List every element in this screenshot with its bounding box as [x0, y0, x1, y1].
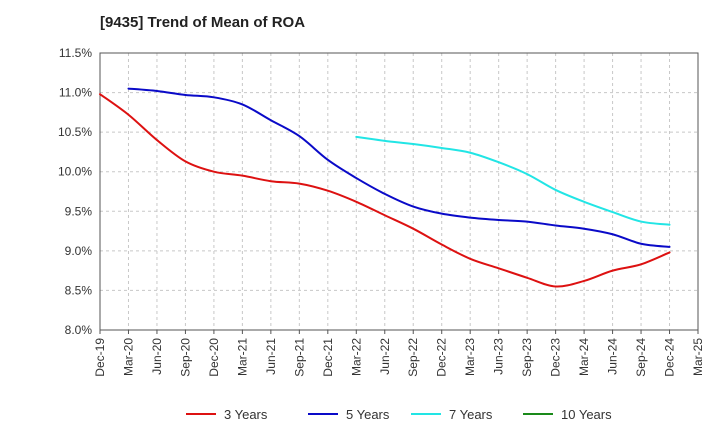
- series-line-3-years: [99, 93, 671, 288]
- legend-label-3-years: 3 Years: [224, 407, 268, 422]
- y-tick-label: 8.0%: [65, 323, 93, 337]
- y-tick-label: 11.0%: [59, 86, 92, 100]
- y-tick-label: 10.5%: [58, 125, 92, 139]
- x-tick-label: Mar-24: [577, 338, 591, 376]
- y-tick-label: 9.0%: [65, 244, 93, 258]
- x-tick-label: Sep-22: [406, 338, 420, 377]
- x-tick-label: Dec-22: [435, 338, 449, 377]
- x-tick-label: Sep-23: [520, 338, 534, 377]
- x-tick-label: Jun-24: [606, 338, 620, 375]
- x-tick-label: Mar-20: [121, 338, 135, 376]
- legend-label-10-years: 10 Years: [561, 407, 612, 422]
- x-tick-label: Jun-22: [378, 338, 392, 375]
- x-tick-label: Dec-21: [321, 338, 335, 377]
- y-tick-label: 10.0%: [58, 165, 92, 179]
- x-tick-label: Dec-23: [549, 338, 563, 377]
- x-tick-label: Jun-23: [492, 338, 506, 375]
- series-line-7-years: [355, 135, 671, 226]
- x-tick-label: Dec-24: [663, 338, 677, 377]
- x-tick-label: Sep-20: [178, 338, 192, 377]
- legend-label-5-years: 5 Years: [346, 407, 390, 422]
- x-tick-label: Mar-23: [463, 338, 477, 376]
- x-tick-label: Jun-21: [264, 338, 278, 375]
- plot-area: [99, 52, 699, 331]
- x-tick-label: Mar-22: [349, 338, 363, 376]
- x-tick-label: Sep-21: [292, 338, 306, 377]
- x-tick-label: Dec-20: [207, 338, 221, 377]
- y-tick-label: 9.5%: [65, 204, 93, 218]
- y-tick-label: 11.5%: [59, 46, 92, 60]
- chart-title: [9435] Trend of Mean of ROA: [100, 14, 306, 31]
- legend-label-7-years: 7 Years: [449, 407, 493, 422]
- y-tick-label: 8.5%: [65, 283, 93, 297]
- x-tick-label: Sep-24: [634, 338, 648, 377]
- x-tick-label: Jun-20: [150, 338, 164, 375]
- series-line-5-years: [127, 87, 671, 248]
- x-tick-label: Dec-19: [93, 338, 107, 377]
- x-tick-label: Mar-25: [691, 338, 705, 376]
- x-tick-label: Mar-21: [235, 338, 249, 376]
